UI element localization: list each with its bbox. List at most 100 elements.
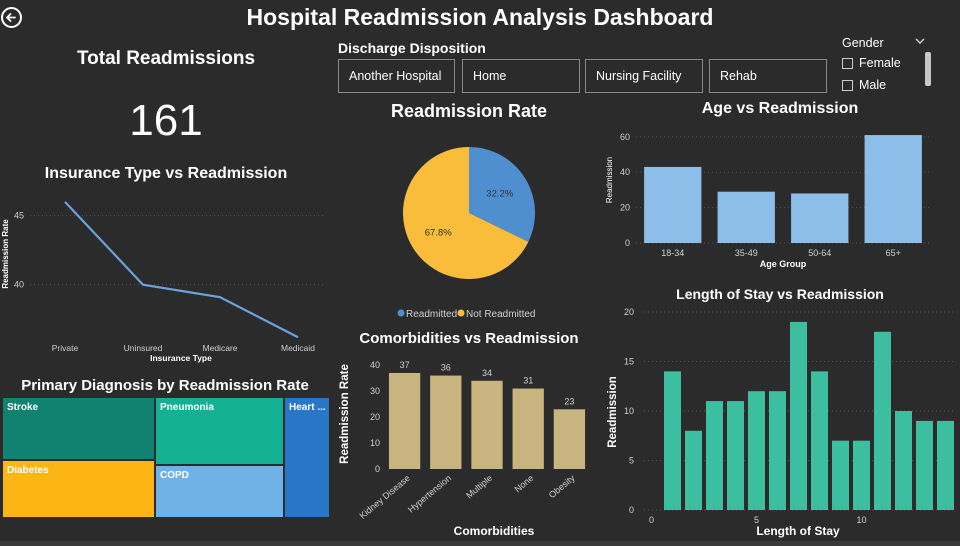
kpi-value: 161 — [129, 96, 203, 145]
age-bar-chart: 0 20 40 60 18-34 35-49 50-64 65+ Age Group Readmi… — [605, 132, 930, 269]
treemap-cell[interactable]: Stroke — [2, 397, 155, 460]
los-bar-chart: 0 5 10 15 20 0 5 10 Length of Stay Readmission — [607, 307, 955, 538]
y-tick-label: 0 — [375, 464, 380, 474]
age-chart-title: Age vs Readmission — [701, 100, 859, 117]
x-tick-label: Kidney Disease — [358, 473, 412, 521]
bar — [811, 371, 828, 510]
comorbidities-chart-title: Comorbidities vs Readmission — [359, 330, 579, 347]
gender-option-label: Female — [859, 56, 901, 70]
pie-slice-label: 67.8% — [425, 227, 452, 238]
gender-option-female[interactable]: Female — [842, 56, 901, 70]
y-axis-label: Readmission Rate — [339, 364, 351, 464]
y-tick-label: 40 — [14, 280, 24, 290]
data-label: 34 — [482, 368, 492, 378]
data-label: 37 — [400, 360, 410, 370]
x-tick-label: Uninsured — [124, 343, 163, 353]
checkbox-icon — [842, 57, 853, 69]
y-tick-label: 30 — [370, 386, 380, 396]
bar — [916, 420, 933, 510]
discharge-option-rehab[interactable]: Rehab — [709, 59, 827, 93]
slicer-scrollbar[interactable] — [925, 52, 931, 86]
kpi-title: Total Readmissions — [76, 48, 256, 69]
bar — [717, 191, 775, 243]
bar — [791, 193, 849, 243]
bar — [748, 391, 765, 510]
insurance-chart-title: Insurance Type vs Readmission — [44, 165, 288, 182]
y-tick-label: 5 — [629, 456, 634, 466]
page-footer-bar — [0, 541, 960, 546]
x-tick-label: 5 — [754, 515, 759, 525]
x-tick-label: 65+ — [886, 248, 901, 258]
pie-chart-title: Readmission Rate — [390, 101, 548, 121]
legend-label: Readmitted — [406, 309, 457, 320]
y-tick-label: 40 — [620, 167, 630, 177]
y-tick-label: 0 — [629, 505, 634, 515]
gender-option-male[interactable]: Male — [842, 78, 886, 92]
bar — [769, 391, 786, 510]
comorbidities-bar-chart: 0 10 20 30 40 37 Kidney Disease 36 Hypertension 3… — [339, 360, 586, 538]
bar — [664, 371, 681, 510]
discharge-slicer-title: Discharge Disposition — [338, 40, 486, 56]
treemap-cell[interactable]: COPD — [155, 465, 284, 518]
series-line — [64, 201, 299, 339]
y-tick-label: 10 — [624, 406, 634, 416]
gender-option-label: Male — [859, 78, 887, 92]
readmission-pie-chart: 32.2% 67.8% Readmitted Not Readmitted — [397, 147, 535, 320]
bar — [471, 380, 503, 469]
y-axis-label: Readmission — [607, 376, 619, 448]
y-tick-label: 60 — [620, 132, 630, 142]
bar — [553, 409, 586, 469]
y-tick-label: 45 — [14, 211, 24, 221]
bar — [864, 135, 922, 243]
bar — [895, 411, 912, 510]
insurance-line-chart: 40 45 Private Uninsured Medicare Medicaid Insu… — [1, 201, 324, 363]
bar — [874, 331, 891, 510]
x-tick-label: Hypertension — [406, 473, 453, 515]
diagnosis-treemap-title: Primary Diagnosis by Readmission Rate — [21, 377, 309, 394]
x-axis-label: Age Group — [760, 259, 807, 269]
treemap-cell[interactable]: Pneumonia — [155, 397, 284, 465]
y-tick-label: 20 — [624, 307, 634, 317]
bar — [430, 375, 462, 469]
y-tick-label: 0 — [625, 238, 630, 248]
checkbox-icon — [842, 79, 853, 91]
y-tick-label: 20 — [620, 203, 630, 213]
bar — [512, 388, 544, 469]
pie-slice — [469, 147, 535, 242]
x-tick-label: 35-49 — [735, 248, 758, 258]
x-tick-label: Private — [52, 343, 79, 353]
bar — [790, 321, 807, 510]
discharge-option-another-hospital[interactable]: Another Hospital — [338, 59, 455, 93]
pie-slice-label: 32.2% — [486, 189, 513, 200]
legend-marker — [397, 309, 405, 317]
data-label: 36 — [441, 363, 451, 373]
bar — [727, 401, 744, 510]
x-tick-label: Medicaid — [281, 343, 315, 353]
x-axis-label: Insurance Type — [150, 353, 212, 363]
x-tick-label: 10 — [856, 515, 866, 525]
bar — [644, 166, 702, 243]
x-tick-label: None — [513, 473, 536, 494]
chevron-down-icon[interactable] — [914, 34, 926, 52]
y-axis-label: Readmission Rate — [1, 219, 10, 289]
diagnosis-treemap: Stroke Diabetes Pneumonia COPD Heart ... — [2, 397, 330, 518]
arrow-left-icon — [6, 13, 16, 22]
treemap-cell[interactable]: Heart ... — [284, 397, 330, 518]
y-tick-label: 10 — [370, 438, 380, 448]
legend-marker — [457, 309, 465, 317]
legend-label: Not Readmitted — [466, 309, 535, 320]
discharge-option-home[interactable]: Home — [462, 59, 580, 93]
x-tick-label: Obesity — [547, 473, 577, 501]
treemap-cell[interactable]: Diabetes — [2, 460, 155, 518]
gender-slicer-title: Gender — [842, 36, 884, 50]
x-tick-label: 50-64 — [808, 248, 831, 258]
discharge-option-nursing-facility[interactable]: Nursing Facility — [585, 59, 703, 93]
bar — [685, 430, 702, 510]
data-label: 31 — [523, 376, 533, 386]
x-tick-label: 18-34 — [661, 248, 684, 258]
y-tick-label: 40 — [370, 360, 380, 370]
bar — [706, 401, 723, 510]
back-button[interactable] — [1, 7, 22, 28]
bar — [388, 372, 421, 469]
bar — [832, 440, 849, 510]
